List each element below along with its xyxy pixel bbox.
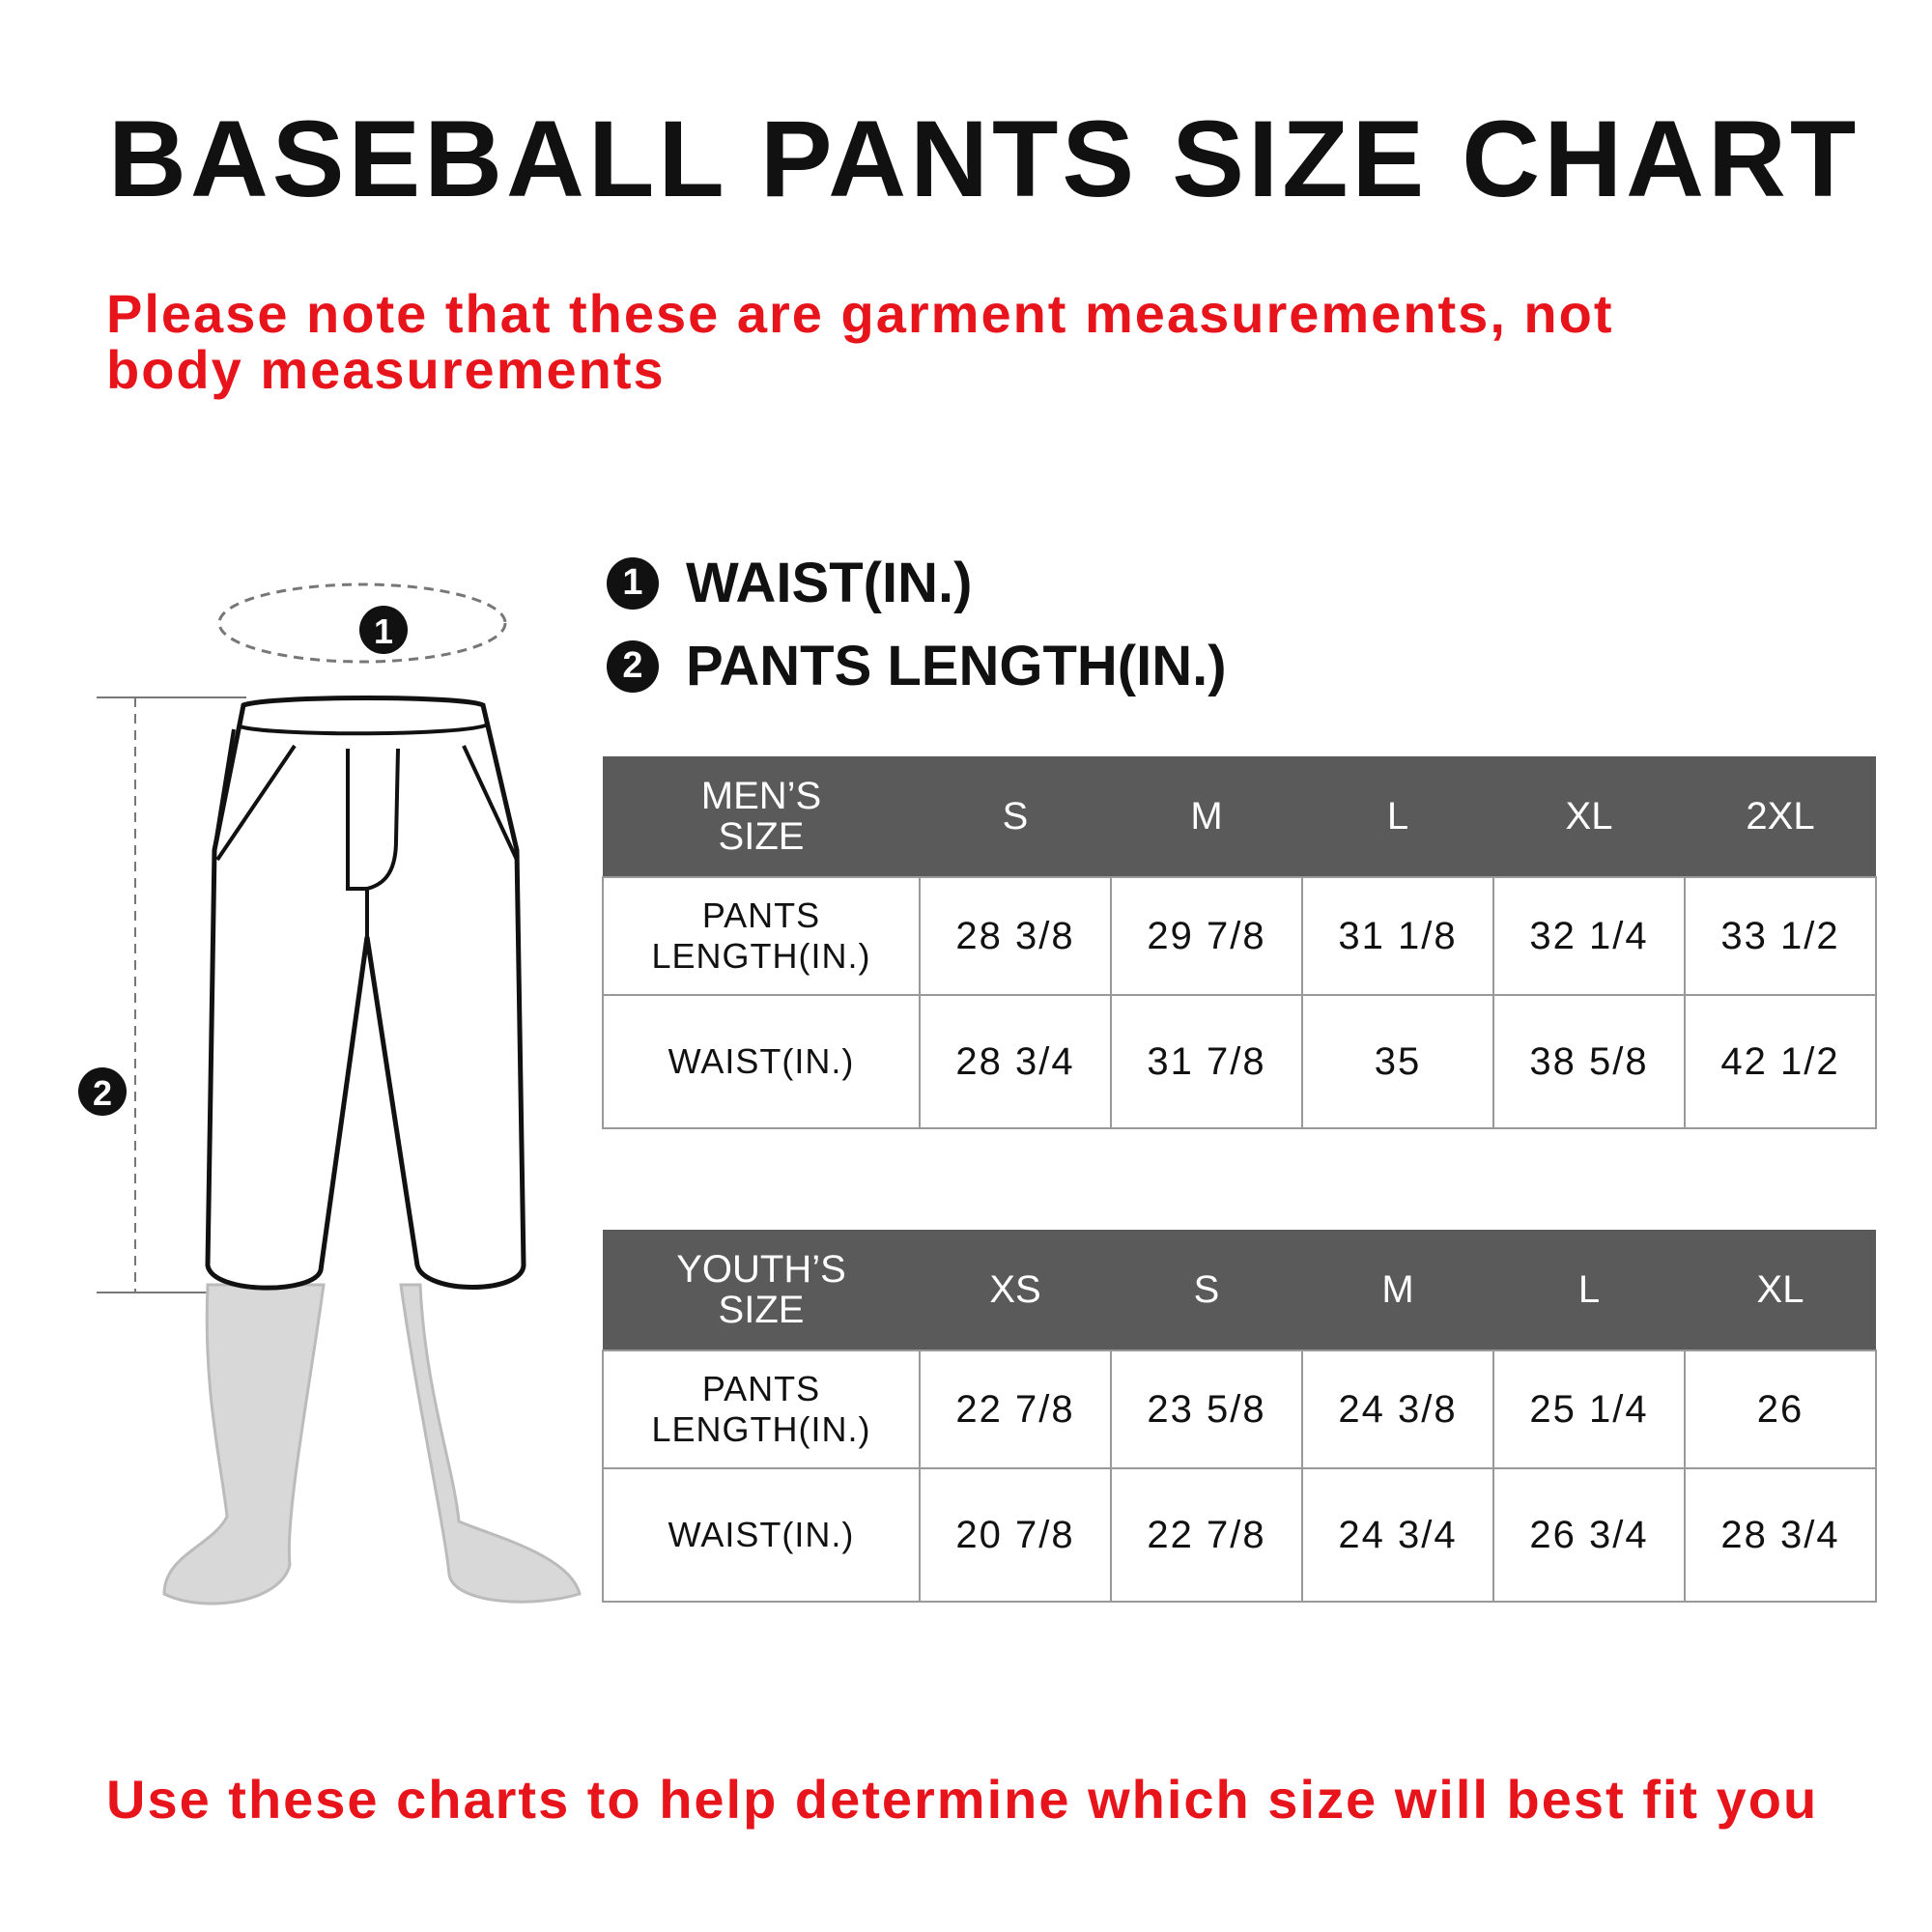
youth-size-table: YOUTH’S SIZE XS S M L XL PANTS LENGTH(IN… bbox=[602, 1230, 1877, 1603]
page-title: BASEBALL PANTS SIZE CHART bbox=[108, 99, 1861, 219]
table-row: PANTS LENGTH(IN.) 28 3/8 29 7/8 31 1/8 3… bbox=[602, 876, 1877, 996]
garment-note: Please note that these are garment measu… bbox=[106, 283, 1614, 400]
table-cell: 28 3/8 bbox=[919, 876, 1112, 996]
table-row: WAIST(IN.) 28 3/4 31 7/8 35 38 5/8 42 1/… bbox=[602, 994, 1877, 1129]
table-cell: 28 3/4 bbox=[1684, 1467, 1877, 1603]
pants-illustration: 1 2 bbox=[78, 582, 582, 1605]
table-row: WAIST(IN.) 20 7/8 22 7/8 24 3/4 26 3/4 2… bbox=[602, 1467, 1877, 1603]
column-header: S bbox=[1111, 1230, 1302, 1350]
table-cell: 42 1/2 bbox=[1684, 994, 1877, 1129]
column-header: XL bbox=[1685, 1230, 1876, 1350]
table-cell: 31 1/8 bbox=[1301, 876, 1494, 996]
legend-label: WAIST(IN.) bbox=[686, 552, 973, 614]
row-header: WAIST(IN.) bbox=[602, 1467, 921, 1603]
column-header: L bbox=[1493, 1230, 1685, 1350]
mens-size-table: MEN’S SIZE S M L XL 2XL PANTS LENGTH(IN.… bbox=[602, 756, 1877, 1129]
table-cell: 35 bbox=[1301, 994, 1494, 1129]
number-1-icon: 1 bbox=[607, 556, 659, 610]
table-cell: 26 bbox=[1684, 1350, 1877, 1469]
table-cell: 22 7/8 bbox=[1110, 1467, 1303, 1603]
table-cell: 29 7/8 bbox=[1110, 876, 1303, 996]
table-cell: 26 3/4 bbox=[1492, 1467, 1686, 1603]
svg-text:2: 2 bbox=[93, 1073, 112, 1113]
waist-marker-icon bbox=[359, 606, 408, 654]
legend-pants-length: 2 PANTS LENGTH(IN.) bbox=[607, 634, 1227, 698]
legend-label: PANTS LENGTH(IN.) bbox=[686, 635, 1227, 697]
table-cell: 23 5/8 bbox=[1110, 1350, 1303, 1469]
table-cell: 22 7/8 bbox=[919, 1350, 1112, 1469]
column-header: M bbox=[1111, 756, 1302, 877]
table-cell: 20 7/8 bbox=[919, 1467, 1112, 1603]
column-header: XL bbox=[1493, 756, 1685, 877]
column-header: M bbox=[1302, 1230, 1493, 1350]
legend-waist: 1 WAIST(IN.) bbox=[607, 551, 972, 615]
column-header: 2XL bbox=[1685, 756, 1876, 877]
column-header: L bbox=[1302, 756, 1493, 877]
column-header: S bbox=[920, 756, 1111, 877]
table-cell: 32 1/4 bbox=[1492, 876, 1686, 996]
column-header: MEN’S SIZE bbox=[603, 756, 920, 877]
column-header: YOUTH’S SIZE bbox=[603, 1230, 920, 1350]
table-cell: 28 3/4 bbox=[919, 994, 1112, 1129]
row-header: PANTS LENGTH(IN.) bbox=[602, 876, 921, 996]
table-cell: 38 5/8 bbox=[1492, 994, 1686, 1129]
table-cell: 33 1/2 bbox=[1684, 876, 1877, 996]
table-cell: 25 1/4 bbox=[1492, 1350, 1686, 1469]
table-cell: 24 3/4 bbox=[1301, 1467, 1494, 1603]
row-header: PANTS LENGTH(IN.) bbox=[602, 1350, 921, 1469]
svg-text:1: 1 bbox=[374, 611, 393, 651]
table-row: PANTS LENGTH(IN.) 22 7/8 23 5/8 24 3/8 2… bbox=[602, 1350, 1877, 1469]
table-cell: 31 7/8 bbox=[1110, 994, 1303, 1129]
table-header-row: YOUTH’S SIZE XS S M L XL bbox=[603, 1230, 1876, 1350]
column-header: XS bbox=[920, 1230, 1111, 1350]
table-header-row: MEN’S SIZE S M L XL 2XL bbox=[603, 756, 1876, 877]
table-cell: 24 3/8 bbox=[1301, 1350, 1494, 1469]
number-2-icon: 2 bbox=[607, 639, 659, 693]
length-marker-icon bbox=[78, 1067, 127, 1116]
row-header: WAIST(IN.) bbox=[602, 994, 921, 1129]
footer-note: Use these charts to help determine which… bbox=[106, 1769, 1819, 1830]
